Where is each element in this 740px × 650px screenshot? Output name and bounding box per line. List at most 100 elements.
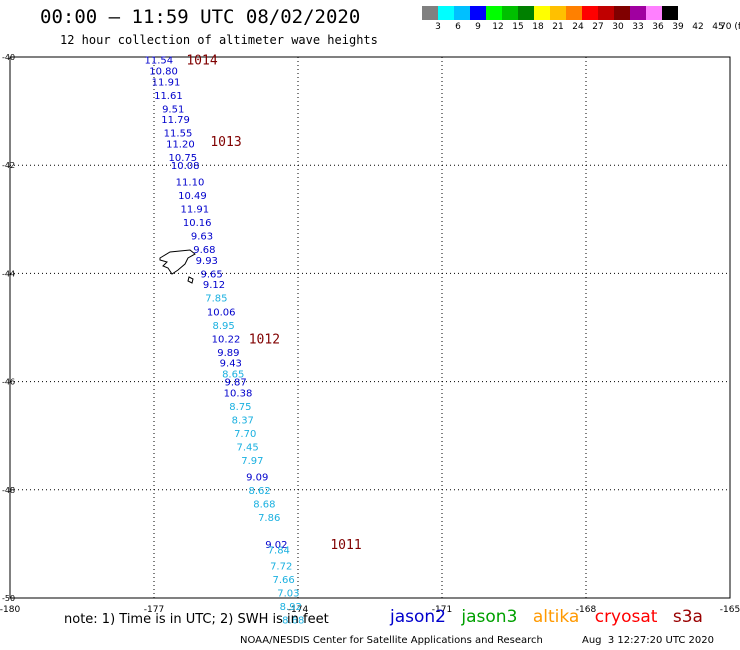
pressure-label: 1013 [210,135,241,150]
legend-altika: altika [532,607,580,627]
colorbar-label: 42 [692,22,704,32]
wave-height-point: 9.43 [220,359,242,370]
colorbar-label: 39 [672,22,684,32]
x-tick-label: -174 [288,605,309,615]
wave-height-point: 7.85 [205,294,227,305]
wave-height-point: 7.03 [277,589,299,600]
wave-height-point: 10.08 [171,161,200,172]
colorbar-label: 30 [612,22,624,32]
wave-height-point: 8.95 [212,321,234,332]
x-tick-label: -177 [144,605,164,615]
colorbar-label: 27 [592,22,604,32]
wave-height-point: 9.89 [217,348,239,359]
colorbar-label: 6 [455,22,461,32]
colorbar-swatch [550,6,566,20]
colorbar-label: 12 [492,22,504,32]
y-tick-label: -44 [2,269,15,278]
x-tick-label: -168 [576,605,597,615]
wave-height-point: 10.80 [149,67,178,78]
colorbar-swatch [614,6,630,20]
colorbar-swatch [438,6,454,20]
wave-height-point: 9.51 [162,104,184,115]
colorbar-swatch [518,6,534,20]
wave-height-point: 11.55 [164,129,193,140]
credit-line: NOAA/NESDIS Center for Satellite Applica… [240,635,543,646]
wave-height-point: 7.72 [270,562,292,573]
wave-height-point: 10.16 [183,218,212,229]
colorbar-swatch [502,6,518,20]
colorbar-swatch [454,6,470,20]
y-tick-label: -42 [2,161,15,170]
wave-height-point: 8.37 [232,415,254,426]
wave-height-point: 11.61 [154,91,183,102]
generated-timestamp: Aug 3 12:27:20 UTC 2020 [582,635,714,646]
coastline-outline [159,249,196,275]
wave-height-point: 9.02 [265,540,287,551]
colorbar-label: 15 [512,22,524,32]
colorbar-swatch [534,6,550,20]
wave-height-point: 8.62 [248,486,270,497]
colorbar-swatch [582,6,598,20]
colorbar [422,6,678,20]
wave-height-point: 11.10 [176,177,205,188]
wave-height-point: 10.75 [168,153,197,164]
coastline-outline [187,276,194,284]
y-tick-label: -40 [2,53,15,62]
wave-height-point: 7.70 [234,429,256,440]
colorbar-label: 18 [532,22,544,32]
colorbar-swatch [486,6,502,20]
wave-height-point: 10.06 [207,307,236,318]
wave-height-point: 7.86 [258,513,280,524]
colorbar-swatch [470,6,486,20]
wave-height-point: 11.91 [152,77,181,88]
wave-height-point: 10.38 [224,388,253,399]
pressure-label: 1011 [330,538,361,553]
wave-height-point: 7.84 [268,545,290,556]
chart-title: 00:00 – 11:59 UTC 08/02/2020 [40,6,361,28]
wave-height-point: 7.97 [241,456,263,467]
colorbar-swatch [630,6,646,20]
wave-height-point: 7.45 [236,443,258,454]
chart-subtitle: 12 hour collection of altimeter wave hei… [60,33,378,47]
wave-height-point: 8.68 [282,616,304,627]
legend-cryosat: cryosat [594,607,658,627]
plot-frame [9,56,731,599]
wave-height-point: 8.92 [280,602,302,613]
wave-height-point: 10.22 [212,334,241,345]
wave-height-point: 11.79 [161,115,190,126]
x-tick-label: -180 [0,605,20,615]
colorbar-swatch [662,6,678,20]
wave-height-point: 9.93 [196,256,218,267]
legend-jason2: jason2 [390,607,446,627]
x-tick-label: -171 [432,605,452,615]
pressure-label: 1014 [186,54,217,69]
colorbar-swatch [646,6,662,20]
colorbar-label: 70 (ft) [720,22,740,32]
colorbar-label: 45 [712,22,724,32]
colorbar-swatch [598,6,614,20]
colorbar-label: 36 [652,22,664,32]
wave-height-point: 9.09 [246,472,268,483]
wave-height-point: 9.63 [191,232,213,243]
legend-s3a: s3a [672,607,703,627]
wave-height-point: 11.20 [166,140,195,151]
wave-height-point: 9.87 [224,378,246,389]
pressure-label: 1012 [249,332,280,347]
colorbar-swatch [566,6,582,20]
legend: jason2 jason3 altika cryosat s3a [390,607,713,627]
wave-height-point: 7.66 [272,575,294,586]
colorbar-label: 3 [435,22,441,32]
y-tick-label: -50 [2,594,15,603]
wave-height-point: 8.75 [229,402,251,413]
wave-height-point: 8.68 [253,499,275,510]
wave-height-point: 9.65 [200,269,222,280]
wave-height-point: 10.49 [178,191,207,202]
footer-note: note: 1) Time is in UTC; 2) SWH is in fe… [64,612,329,627]
colorbar-label: 24 [572,22,584,32]
wave-height-point: 9.68 [193,245,215,256]
y-tick-label: -46 [2,378,15,387]
legend-jason3: jason3 [461,607,518,627]
wave-height-point: 8.65 [222,369,244,380]
